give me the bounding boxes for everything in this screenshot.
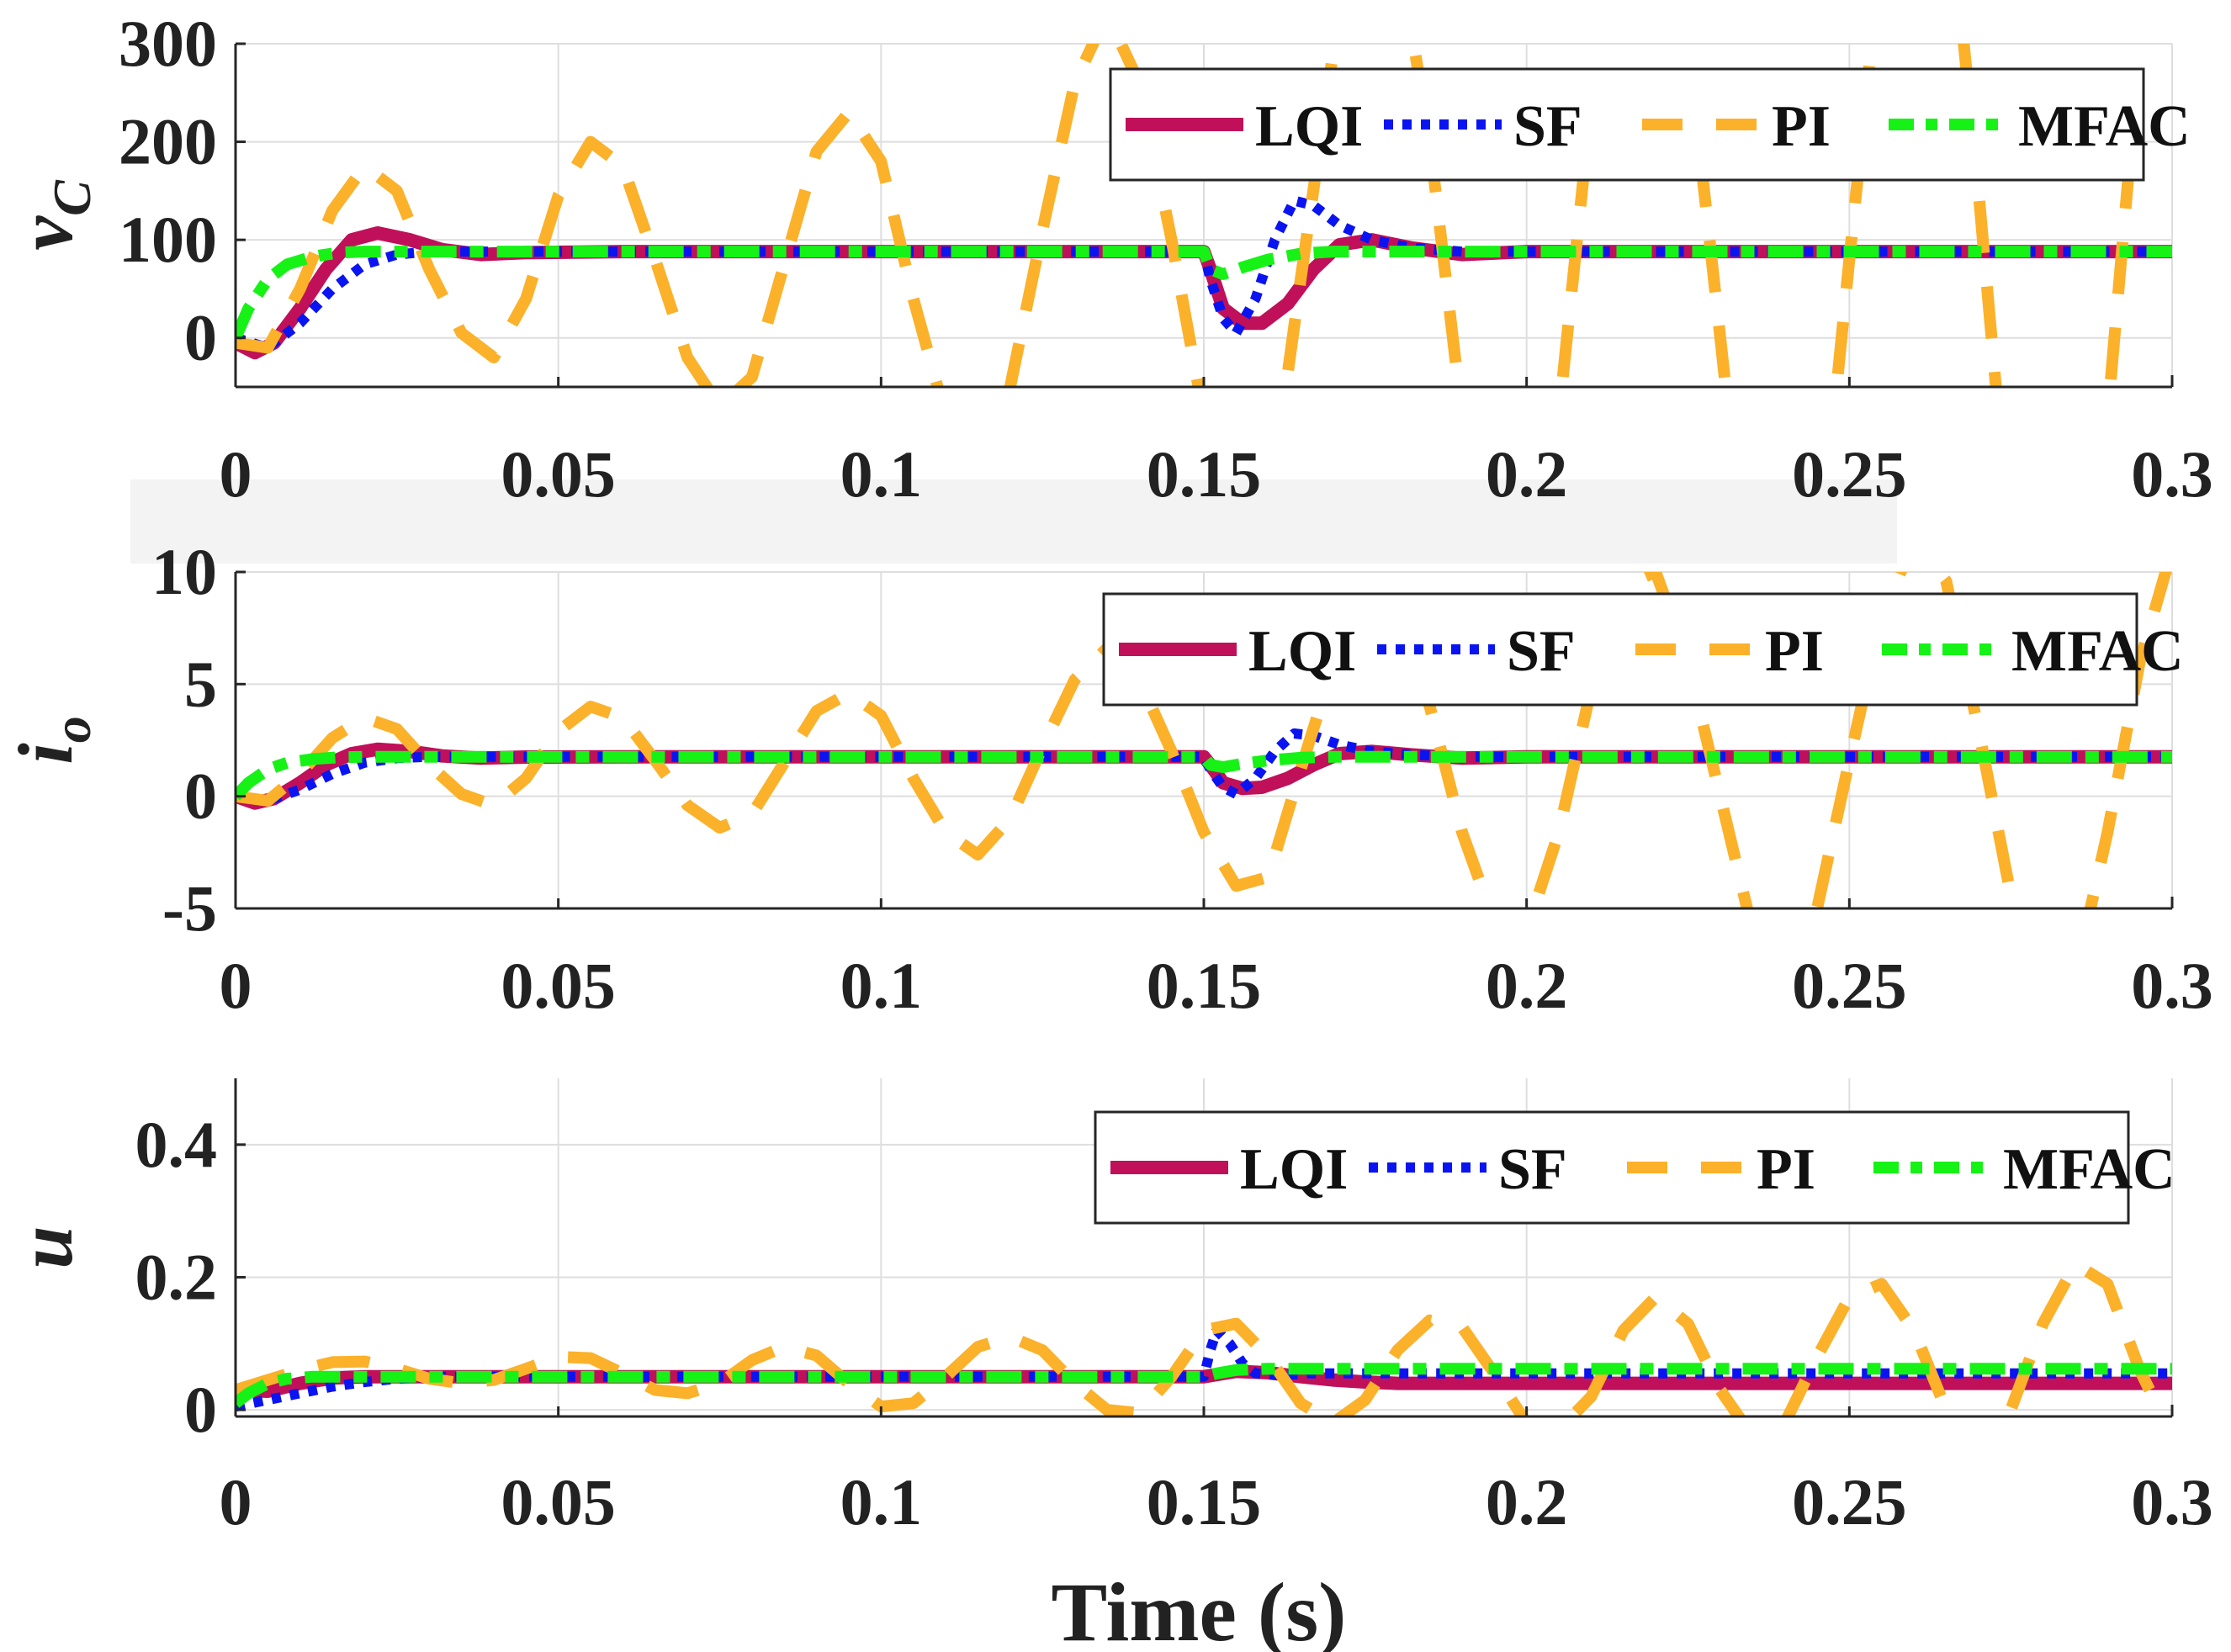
x-tick-label: 0.15 (1147, 437, 1262, 511)
y-tick-label: 100 (119, 203, 217, 276)
x-tick-label: 0.2 (1486, 1465, 1568, 1538)
legend-label-lqi: LQI (1255, 94, 1363, 159)
top-panel: 0 0.05 0.1 0.15 0.2 0.25 0.3 0 100 200 300 vC LQI SF P… (3, 7, 2213, 511)
bottom-legend: LQI SF PI MFAC (1094, 1110, 2175, 1225)
y-tick-label: 10 (151, 535, 217, 608)
y-tick-label: -5 (162, 871, 217, 945)
series-line-mfac (236, 750, 2172, 801)
x-tick-label: 0.15 (1147, 949, 1262, 1022)
legend-label-pi: PI (1765, 619, 1824, 684)
x-tick-label: 0.2 (1486, 437, 1568, 511)
x-tick-label: 0.3 (2131, 437, 2213, 511)
x-axis-label: Time (s) (1052, 1565, 1347, 1652)
x-tick-label: 0.3 (2131, 949, 2213, 1022)
bottom-series-group (236, 1258, 2172, 1416)
x-tick-label: 0 (220, 949, 252, 1022)
legend-label-mfac: MFAC (2011, 619, 2184, 684)
legend-label-lqi: LQI (1240, 1137, 1348, 1202)
top-y-axis-label: vC (3, 179, 102, 251)
y-axis-label-main: u (3, 1226, 88, 1268)
top-series-group (236, 44, 2172, 387)
x-tick-label: 0 (220, 1465, 252, 1538)
y-tick-label: 0 (184, 760, 217, 833)
bottom-y-axis-label: u (3, 1226, 88, 1268)
y-axis-label-main: v (3, 215, 88, 251)
series-line-pi (236, 572, 2172, 908)
x-tick-label: 0.15 (1147, 1465, 1262, 1538)
series-line-sf (236, 195, 2172, 353)
y-axis-label-subscript: o (42, 716, 102, 743)
x-tick-label: 0.05 (501, 437, 616, 511)
x-tick-label: 0.05 (501, 1465, 616, 1538)
middle-series-group (236, 572, 2172, 908)
x-tick-label: 0.1 (840, 949, 923, 1022)
x-tick-label: 0.25 (1792, 437, 1907, 511)
x-tick-label: 0.1 (840, 437, 923, 511)
legend-label-sf: SF (1507, 619, 1576, 684)
legend-label-mfac: MFAC (2003, 1137, 2175, 1202)
x-tick-label: 0.05 (501, 949, 616, 1022)
y-tick-label: 0.2 (135, 1240, 218, 1313)
x-tick-label: 0.25 (1792, 949, 1907, 1022)
y-tick-label: 5 (184, 647, 217, 720)
series-line-pi (236, 44, 2146, 387)
x-tick-label: 0.3 (2131, 1465, 2213, 1538)
y-axis-label-subscript: C (42, 179, 102, 216)
y-tick-label: 300 (119, 7, 217, 80)
series-line-sf (236, 728, 2172, 806)
x-tick-label: 0.1 (840, 1465, 923, 1538)
x-tick-label: 0.25 (1792, 1465, 1907, 1538)
middle-y-axis-label: io (3, 716, 102, 765)
y-tick-label: 0 (184, 1373, 217, 1446)
legend-label-mfac: MFAC (2018, 94, 2191, 159)
legend-label-sf: SF (1513, 94, 1582, 159)
x-tick-label: 0.2 (1486, 949, 1568, 1022)
series-line-sf (236, 1325, 2172, 1412)
y-axis-label-main: i (3, 743, 88, 765)
y-tick-label: 0.4 (135, 1108, 218, 1181)
legend-label-sf: SF (1498, 1137, 1567, 1202)
x-tick-label: 0 (220, 437, 252, 511)
series-line-mfac (236, 246, 2172, 341)
top-legend: LQI SF PI MFAC (1109, 67, 2191, 182)
middle-legend: LQI SF PI MFAC (1102, 592, 2184, 707)
legend-label-pi: PI (1757, 1137, 1815, 1202)
y-tick-label: 0 (184, 301, 217, 374)
panel-separator-band (130, 479, 1897, 564)
legend-label-lqi: LQI (1248, 619, 1356, 684)
bottom-panel: 0 0.05 0.1 0.15 0.2 0.25 0.3 0 0.2 0.4 u LQI SF PI MFA… (3, 1078, 2213, 1538)
legend-label-pi: PI (1772, 94, 1831, 159)
y-tick-label: 200 (119, 105, 217, 178)
